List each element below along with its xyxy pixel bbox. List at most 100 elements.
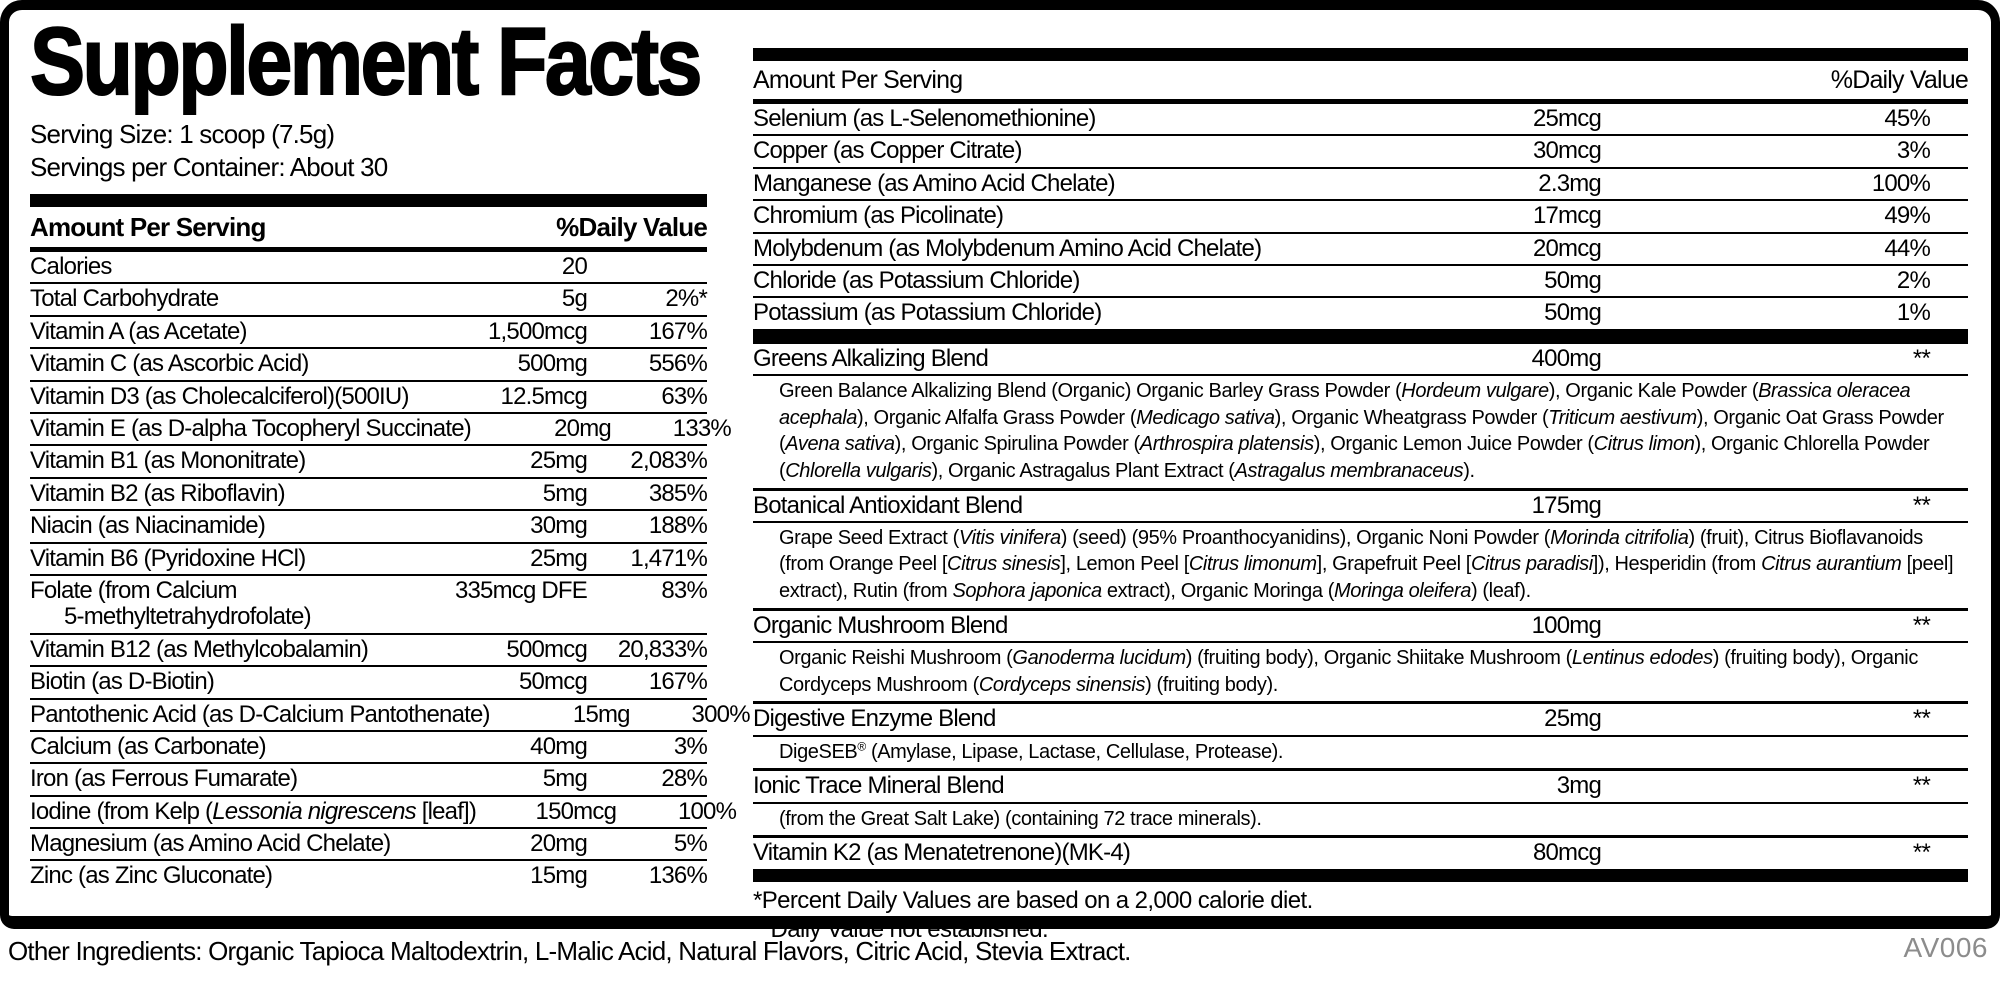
blend-list: Greens Alkalizing Blend 400mg ** Green Bala… bbox=[753, 344, 1968, 869]
row-amount: 150mcg bbox=[535, 797, 617, 825]
row-daily-value: ** bbox=[1912, 839, 1931, 867]
row-amount: 1,500mcg bbox=[488, 317, 588, 345]
row-name: Pantothenic Acid (as D-Calcium Pantothen… bbox=[30, 700, 491, 728]
row-amount: 20mg bbox=[530, 830, 588, 858]
table-row: Vitamin E (as D-alpha Tocopheryl Succina… bbox=[30, 414, 732, 447]
header-amount-label: Amount Per Serving bbox=[30, 212, 266, 243]
row-daily-value: 136% bbox=[648, 862, 708, 890]
table-row: Vitamin B12 (as Methylcobalamin) 500mcg 20… bbox=[30, 635, 708, 668]
row-name: Ionic Trace Mineral Blend bbox=[753, 772, 1005, 800]
table-row: Biotin (as D-Biotin) 50mcg 167% bbox=[30, 667, 708, 700]
blend-description: Organic Reishi Mushroom (Ganoderma lucid… bbox=[753, 643, 1968, 705]
row-amount: 25mg bbox=[1544, 705, 1602, 733]
header-dv-label: %Daily Value bbox=[556, 212, 708, 243]
table-row: Zinc (as Zinc Gluconate) 15mg 136% bbox=[30, 861, 708, 891]
blend-description: (from the Great Salt Lake) (containing 7… bbox=[753, 804, 1968, 839]
row-amount: 80mcg bbox=[1532, 839, 1602, 867]
facts-title: Supplement Facts bbox=[29, 8, 703, 115]
row-name: Chloride (as Potassium Chloride) bbox=[753, 266, 1080, 294]
left-table-header: Amount Per Serving %Daily Value bbox=[30, 207, 708, 253]
table-row: Selenium (as L-Selenomethionine) 25mcg 45% bbox=[753, 104, 1968, 137]
row-name: Vitamin B12 (as Methylcobalamin) bbox=[30, 635, 369, 663]
row-daily-value: 83% bbox=[661, 576, 707, 604]
table-row: Iron (as Ferrous Fumarate) 5mg 28% bbox=[30, 764, 708, 797]
row-daily-value: 2% bbox=[1896, 266, 1931, 294]
blend-row: Digestive Enzyme Blend 25mg ** bbox=[753, 704, 1968, 737]
table-row: Folate (from Calcium 5-methyltetrahydrofo… bbox=[30, 576, 708, 635]
row-name: Chromium (as Picolinate) bbox=[753, 202, 1004, 230]
product-code: AV006 bbox=[1903, 932, 1988, 963]
row-name: Vitamin B1 (as Mononitrate) bbox=[30, 447, 306, 475]
row-amount: 5g bbox=[561, 285, 588, 313]
row-daily-value: 1% bbox=[1896, 299, 1931, 327]
row-name: Biotin (as D-Biotin) bbox=[30, 668, 215, 696]
table-row: Niacin (as Niacinamide) 30mg 188% bbox=[30, 511, 708, 544]
row-name: Copper (as Copper Citrate) bbox=[753, 137, 1022, 165]
table-row: Total Carbohydrate 5g 2%* bbox=[30, 284, 708, 317]
blend-row: Greens Alkalizing Blend 400mg ** bbox=[753, 344, 1968, 377]
footnote-daily-values: *Percent Daily Values are based on a 2,0… bbox=[753, 886, 1313, 914]
row-daily-value: 167% bbox=[648, 668, 708, 696]
row-name: Selenium (as L-Selenomethionine) bbox=[753, 105, 1096, 132]
table-row: Chromium (as Picolinate) 17mcg 49% bbox=[753, 201, 1968, 234]
row-daily-value: 556% bbox=[648, 350, 708, 378]
row-name: Greens Alkalizing Blend bbox=[753, 344, 989, 372]
row-name: Vitamin A (as Acetate) bbox=[30, 317, 248, 345]
table-row: Vitamin B1 (as Mononitrate) 25mg 2,083% bbox=[30, 446, 708, 479]
table-row: Vitamin A (as Acetate) 1,500mcg 167% bbox=[30, 317, 708, 350]
serving-size: Serving Size: 1 scoop (7.5g) bbox=[30, 119, 335, 149]
row-daily-value: 44% bbox=[1884, 234, 1930, 262]
row-amount: 50mcg bbox=[518, 668, 588, 696]
table-row: Manganese (as Amino Acid Chelate) 2.3mg 10… bbox=[753, 169, 1968, 202]
right-panel: Amount Per Serving %Daily Value Selenium… bbox=[753, 48, 1969, 945]
row-daily-value: 2%* bbox=[665, 285, 707, 313]
row-daily-value: 167% bbox=[648, 317, 708, 345]
row-name: Potassium (as Potassium Chloride) bbox=[753, 299, 1102, 327]
right-table: Selenium (as L-Selenomethionine) 25mcg 45%… bbox=[753, 104, 1968, 331]
row-amount: 500mcg bbox=[506, 635, 587, 663]
row-name: Vitamin C (as Ascorbic Acid) bbox=[30, 350, 309, 378]
left-panel: Supplement Facts Serving Size: 1 scoop (… bbox=[29, 8, 751, 892]
row-amount: 25mg bbox=[530, 447, 588, 475]
row-amount: 12.5mcg bbox=[500, 382, 588, 410]
row-daily-value: 100% bbox=[1871, 169, 1931, 197]
row-amount: 175mg bbox=[1531, 491, 1602, 519]
row-name: Magnesium (as Amino Acid Chelate) bbox=[30, 830, 391, 858]
other-ingredients: Other Ingredients: Organic Tapioca Malto… bbox=[8, 936, 1131, 966]
row-amount: 30mg bbox=[530, 512, 588, 540]
row-name: Organic Mushroom Blend bbox=[753, 611, 1008, 639]
thick-divider-bar bbox=[753, 48, 1968, 61]
footnotes: *Percent Daily Values are based on a 2,0… bbox=[753, 882, 1968, 945]
table-row: Vitamin C (as Ascorbic Acid) 500mg 556% bbox=[30, 349, 708, 382]
row-daily-value: 20,833% bbox=[617, 635, 708, 663]
row-name: Vitamin D3 (as Cholecalciferol)(500IU) bbox=[30, 382, 409, 410]
header-dv-label: %Daily Value bbox=[1830, 66, 1969, 94]
row-amount: 50mg bbox=[1544, 266, 1602, 294]
row-name: Iodine (from Kelp (Lessonia nigrescens [… bbox=[30, 797, 477, 825]
row-daily-value: 3% bbox=[1896, 137, 1931, 165]
row-amount: 20mg bbox=[554, 414, 612, 442]
table-row: Copper (as Copper Citrate) 30mcg 3% bbox=[753, 136, 1968, 169]
thick-divider-bar bbox=[753, 330, 1968, 344]
left-table: Calories 20 Total Carbohydrate 5g 2%* Vitamin… bbox=[30, 252, 751, 892]
row-name: Vitamin B2 (as Riboflavin) bbox=[30, 479, 286, 507]
row-amount: 5mg bbox=[542, 765, 588, 793]
row-amount: 20mcg bbox=[1532, 234, 1602, 262]
row-amount: 335mcg DFE bbox=[454, 576, 588, 604]
row-amount: 20 bbox=[561, 253, 588, 281]
row-name: Iron (as Ferrous Fumarate) bbox=[30, 765, 298, 793]
row-amount: 30mcg bbox=[1532, 137, 1602, 165]
blend-description: DigeSEB® (Amylase, Lipase, Lactase, Cell… bbox=[753, 737, 1968, 772]
row-amount: 15mg bbox=[530, 862, 588, 890]
thick-divider-bar bbox=[753, 868, 1968, 882]
row-amount: 500mg bbox=[517, 350, 588, 378]
row-name: Niacin (as Niacinamide) bbox=[30, 512, 266, 540]
row-name: Vitamin E (as D-alpha Tocopheryl Succina… bbox=[30, 414, 472, 442]
row-daily-value: 100% bbox=[677, 797, 737, 825]
row-name: Botanical Antioxidant Blend bbox=[753, 491, 1023, 519]
servings-per-container: Servings per Container: About 30 bbox=[30, 152, 388, 183]
row-amount: 25mg bbox=[530, 544, 588, 572]
table-row: Magnesium (as Amino Acid Chelate) 20mg 5% bbox=[30, 829, 708, 862]
blend-row: Botanical Antioxidant Blend 175mg ** bbox=[753, 491, 1968, 523]
row-daily-value: 385% bbox=[648, 479, 708, 507]
